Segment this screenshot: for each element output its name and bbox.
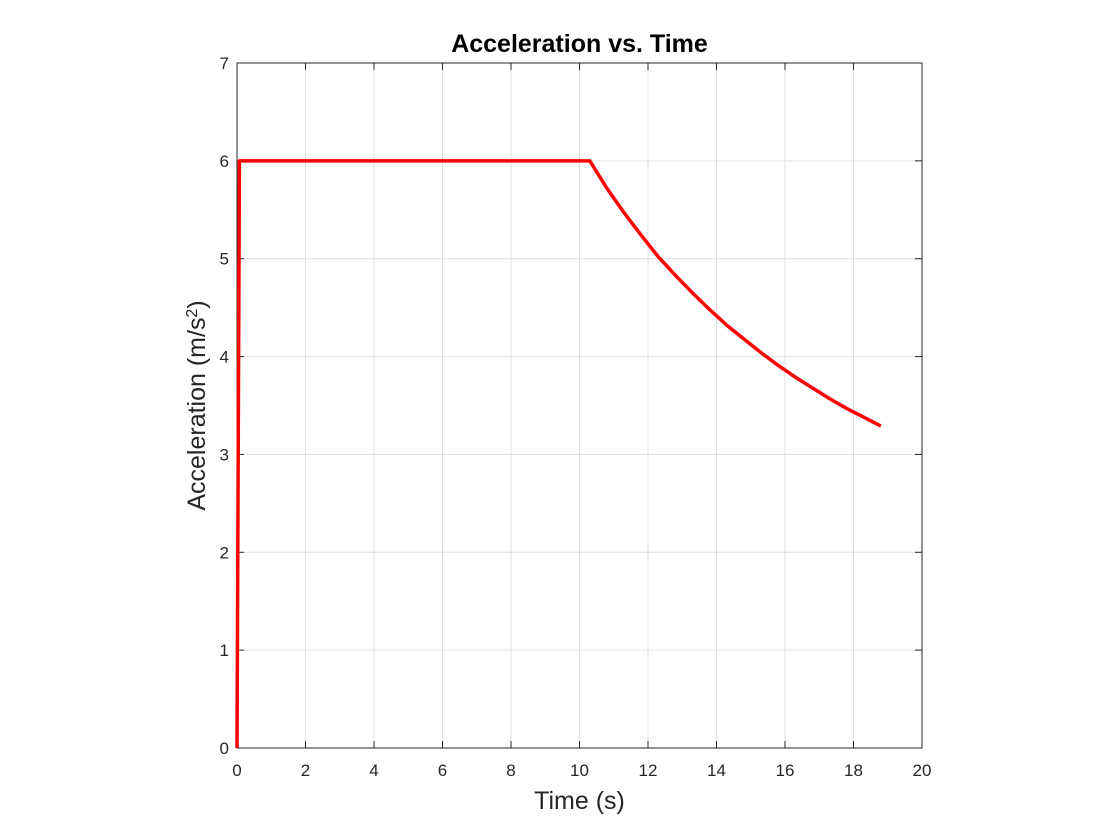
x-tick-label: 4 bbox=[369, 761, 378, 780]
y-tick-label: 7 bbox=[220, 54, 229, 73]
x-tick-label: 6 bbox=[438, 761, 447, 780]
y-axis-title-superscript: 2 bbox=[184, 309, 201, 318]
x-tick-label: 14 bbox=[707, 761, 726, 780]
data-series bbox=[235, 159, 882, 749]
x-tick-label: 8 bbox=[506, 761, 515, 780]
y-axis-title: Acceleration (m/s2) bbox=[183, 300, 211, 510]
x-tick-label: 18 bbox=[844, 761, 863, 780]
grid bbox=[236, 62, 923, 749]
x-tick-label: 0 bbox=[232, 761, 241, 780]
y-tick-label: 1 bbox=[220, 641, 229, 660]
y-tick-label: 4 bbox=[220, 348, 229, 367]
x-tick-label: 20 bbox=[913, 761, 932, 780]
x-tick-label: 10 bbox=[570, 761, 589, 780]
y-tick-label: 6 bbox=[220, 152, 229, 171]
y-tick-label: 0 bbox=[220, 739, 229, 758]
x-tick-label: 2 bbox=[301, 761, 310, 780]
x-tick-label: 12 bbox=[639, 761, 658, 780]
y-axis-title-main: Acceleration (m/s bbox=[183, 318, 211, 511]
y-tick-label: 5 bbox=[220, 250, 229, 269]
y-tick-label: 2 bbox=[220, 543, 229, 562]
y-tick-label: 3 bbox=[220, 445, 229, 464]
chart-title: Acceleration vs. Time bbox=[451, 30, 708, 58]
y-axis-title-close: ) bbox=[183, 300, 211, 308]
acceleration-series-line bbox=[235, 159, 882, 749]
x-axis-title: Time (s) bbox=[534, 787, 625, 815]
x-tick-label: 16 bbox=[776, 761, 795, 780]
